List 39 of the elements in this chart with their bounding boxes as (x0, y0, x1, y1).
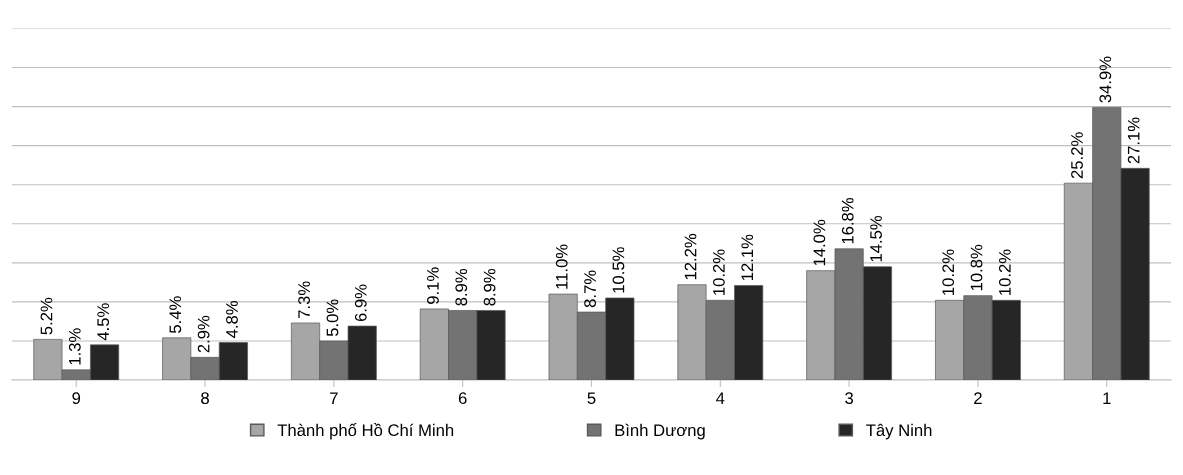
x-tick-label: 6 (458, 392, 467, 405)
legend-label: Thành phố Hồ Chí Minh (277, 423, 454, 440)
x-tick-label: 7 (330, 392, 338, 404)
data-label: 11.0% (555, 244, 568, 289)
data-label: 12.1% (741, 234, 754, 281)
data-label: 8.7% (584, 270, 596, 308)
data-label: 14.0% (813, 219, 826, 266)
data-label: 7.3% (298, 281, 310, 318)
x-tick-label: 1 (1103, 392, 1111, 404)
data-label: 10.8% (970, 244, 983, 291)
x-tick-label: 8 (201, 392, 209, 405)
x-tick-label: 2 (974, 392, 982, 404)
data-label: 27.1% (1127, 117, 1140, 164)
data-label: 4.8% (226, 300, 238, 338)
data-label: 5.0% (326, 299, 339, 337)
x-tick-label: 5 (587, 392, 596, 405)
data-label: 9.1% (427, 267, 439, 304)
data-label: 8.9% (455, 268, 468, 306)
data-label: 10.2% (712, 249, 725, 295)
data-label: 25.2% (1071, 132, 1083, 179)
data-label: 8.9% (483, 268, 496, 306)
legend-label: Tây Ninh (866, 423, 932, 440)
data-label: 2.9% (197, 315, 210, 353)
x-tick-label: 3 (845, 392, 854, 405)
data-label: 5.2% (40, 297, 53, 335)
data-label: 4.5% (97, 303, 110, 341)
data-label: 34.9% (1099, 56, 1112, 103)
x-tick-label: 4 (716, 392, 725, 404)
data-label: 14.5% (870, 215, 882, 262)
data-label: 10.5% (612, 247, 625, 293)
data-label: 10.2% (998, 249, 1011, 295)
data-label: 5.4% (169, 296, 182, 333)
data-label: 12.2% (684, 233, 697, 280)
data-label: 1.3% (68, 328, 81, 365)
data-label: 10.2% (942, 249, 955, 295)
data-label: 6.9% (354, 284, 367, 322)
x-tick-label: 9 (72, 392, 81, 405)
data-label: 16.8% (841, 197, 854, 244)
legend-label: Bình Dương (615, 423, 705, 440)
